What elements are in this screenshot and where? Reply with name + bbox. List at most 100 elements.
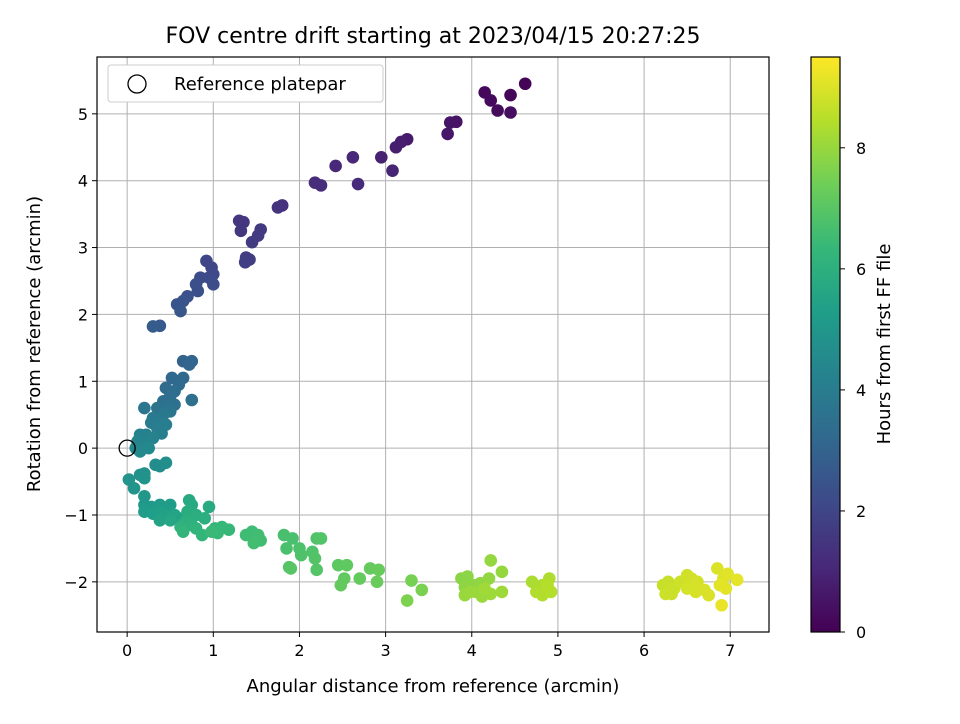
data-point [174, 304, 187, 318]
chart-title: FOV centre drift starting at 2023/04/15 … [166, 24, 701, 49]
colorbar-gradient [810, 56, 841, 633]
data-point [138, 471, 151, 485]
data-point [719, 582, 733, 595]
data-point [195, 528, 209, 542]
legend: Reference platepar [107, 64, 384, 103]
x-tick-label: 6 [639, 641, 649, 660]
data-point [222, 523, 236, 537]
data-point [665, 587, 678, 601]
data-point [163, 514, 177, 527]
data-point [415, 583, 429, 597]
colorbar: 0 2 4 6 8 Hours from first FF file [810, 56, 895, 642]
legend-label: Reference platepar [174, 74, 346, 95]
x-tick-label: 4 [467, 641, 477, 660]
data-point [400, 594, 414, 607]
data-point [721, 567, 734, 581]
data-point [153, 514, 167, 527]
y-tick-label: 3 [78, 239, 88, 258]
data-point [711, 562, 724, 575]
data-point [375, 150, 388, 164]
legend-box [107, 64, 384, 103]
data-point [202, 500, 216, 514]
x-axis-label: Angular distance from reference (arcmin) [247, 676, 620, 697]
data-point [284, 562, 298, 575]
plot-area: 0 1 2 3 4 5 6 7 −2 −1 0 1 2 3 4 5 [64, 56, 770, 660]
data-point [163, 498, 177, 512]
y-axis-label: Rotation from reference (arcmin) [24, 196, 45, 492]
colorbar-label: Hours from first FF file [874, 244, 895, 445]
data-point [504, 106, 517, 119]
data-point [207, 278, 220, 291]
data-point [504, 88, 517, 102]
data-point [198, 512, 211, 525]
y-tick-label: 5 [78, 105, 88, 124]
data-point [334, 578, 348, 592]
y-tick-label: −1 [64, 506, 88, 525]
plot-background [97, 57, 769, 632]
data-point [286, 532, 299, 545]
data-point [478, 582, 491, 595]
x-tick-label: 7 [725, 641, 735, 660]
colorbar-tick-label: 0 [856, 623, 866, 642]
data-point [142, 441, 155, 455]
data-point [386, 164, 399, 177]
colorbar-tick-label: 6 [856, 260, 866, 279]
data-point [314, 179, 328, 192]
data-point [331, 558, 345, 572]
data-point [715, 598, 728, 612]
x-axis-ticks: 0 1 2 3 4 5 6 7 [122, 632, 735, 660]
data-point [495, 565, 509, 579]
data-point [484, 94, 498, 107]
y-tick-label: 1 [78, 372, 88, 391]
y-tick-label: −2 [64, 573, 88, 592]
data-point [730, 573, 744, 587]
legend-marker [127, 74, 147, 94]
data-point [329, 159, 342, 173]
data-point [294, 548, 308, 562]
data-point [146, 320, 160, 333]
data-point [159, 456, 173, 470]
data-point [370, 575, 384, 589]
data-point [518, 77, 532, 91]
data-point [185, 393, 199, 407]
data-point [138, 401, 151, 415]
data-point [239, 528, 253, 542]
data-point [443, 116, 457, 129]
data-point [271, 201, 285, 214]
colorbar-tick-label: 4 [856, 381, 866, 400]
data-point [238, 255, 252, 269]
data-point [346, 150, 360, 164]
y-tick-label: 4 [78, 172, 88, 191]
data-point [541, 578, 554, 592]
data-point [351, 177, 365, 191]
data-point [308, 552, 322, 565]
y-axis-ticks: −2 −1 0 1 2 3 4 5 [64, 105, 97, 592]
data-point [314, 532, 328, 545]
data-point [441, 127, 454, 141]
y-tick-label: 0 [78, 439, 88, 458]
data-point [310, 563, 323, 577]
data-point [176, 525, 190, 539]
data-point [138, 489, 151, 503]
data-point [245, 235, 259, 249]
x-tick-label: 0 [122, 641, 132, 660]
plot-frame [96, 56, 770, 633]
data-point [191, 284, 205, 298]
data-point [247, 536, 261, 550]
data-point [182, 358, 196, 371]
data-point [234, 224, 248, 238]
data-point [525, 575, 539, 589]
data-point [495, 585, 509, 599]
x-tick-label: 1 [208, 641, 218, 660]
data-point [205, 525, 218, 539]
data-point [340, 558, 354, 572]
data-point [353, 572, 367, 585]
colorbar-tick-label: 8 [856, 139, 866, 158]
data-point [484, 554, 498, 567]
data-point [280, 542, 293, 555]
data-point [372, 563, 386, 577]
data-point [491, 104, 504, 117]
data-points [122, 77, 744, 612]
data-point [482, 572, 496, 585]
data-point [146, 431, 160, 445]
